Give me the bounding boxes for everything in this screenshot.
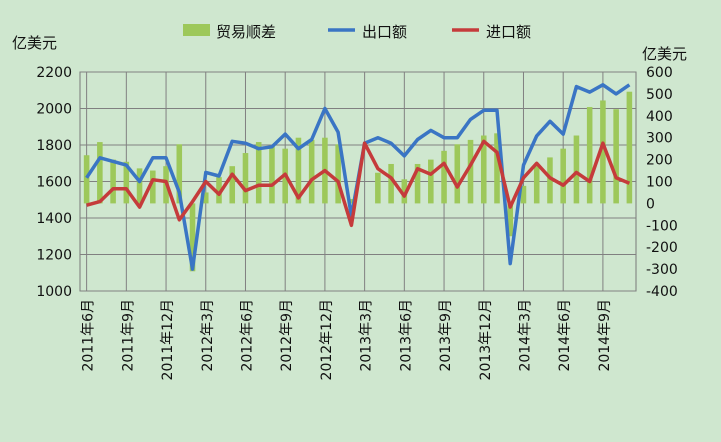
bar-trade-surplus — [573, 135, 580, 204]
x-tick-label: 2014年9月 — [597, 299, 613, 372]
bar-trade-surplus — [600, 100, 606, 204]
x-tick-label: 2014年3月 — [517, 299, 533, 372]
bar-trade-surplus — [229, 166, 236, 204]
bar-trade-surplus — [255, 142, 262, 204]
x-tick-label: 2014年6月 — [557, 299, 573, 372]
bar-trade-surplus — [441, 150, 447, 204]
legend-trade-surplus-swatch — [183, 24, 210, 36]
bar-trade-surplus — [202, 192, 209, 204]
bar-trade-surplus — [533, 166, 540, 204]
bar-trade-surplus — [176, 144, 183, 204]
lines-layer — [85, 83, 631, 271]
right-tick-label: 600 — [646, 65, 673, 81]
bar-trade-surplus — [242, 153, 249, 204]
bar-trade-surplus — [454, 144, 461, 204]
axes-layer: 1000120014001600180020002200-400-300-200… — [36, 65, 677, 380]
right-tick-label: -300 — [646, 262, 678, 278]
bar-trade-surplus — [414, 163, 421, 204]
right-tick-label: 200 — [646, 153, 673, 169]
bar-trade-surplus — [560, 148, 566, 204]
x-tick-label: 2012年3月 — [200, 299, 216, 372]
left-tick-label: 1400 — [36, 211, 72, 227]
bar-trade-surplus — [375, 172, 381, 204]
right-tick-label: -400 — [646, 284, 678, 300]
x-tick-label: 2013年12月 — [478, 299, 494, 380]
bar-trade-surplus — [401, 179, 408, 204]
left-tick-label: 1000 — [36, 284, 72, 300]
bar-trade-surplus — [97, 142, 103, 204]
legend-trade-surplus-label: 贸易顺差 — [216, 23, 276, 41]
bar-trade-surplus — [136, 168, 143, 204]
bar-trade-surplus — [547, 157, 553, 204]
x-tick-label: 2012年6月 — [239, 299, 255, 372]
right-tick-label: 0 — [646, 196, 655, 212]
x-tick-label: 2013年6月 — [398, 299, 414, 372]
left-tick-label: 2200 — [36, 65, 72, 81]
bar-trade-surplus — [388, 163, 394, 204]
legend: 贸易顺差 出口额 进口额 — [183, 23, 531, 41]
bar-trade-surplus — [216, 177, 222, 204]
left-tick-label: 1600 — [36, 175, 72, 191]
bar-trade-surplus — [507, 203, 514, 237]
bar-trade-surplus — [83, 155, 90, 204]
bar-trade-surplus — [123, 161, 130, 204]
bar-trade-surplus — [110, 159, 116, 204]
right-tick-label: 400 — [646, 109, 673, 125]
x-tick-label: 2011年9月 — [120, 299, 136, 372]
x-tick-label: 2012年9月 — [279, 299, 295, 372]
bar-trade-surplus — [467, 139, 474, 204]
x-tick-label: 2013年9月 — [438, 299, 454, 372]
right-tick-label: 500 — [646, 87, 673, 103]
left-tick-label: 2000 — [36, 102, 72, 118]
right-tick-label: 300 — [646, 131, 673, 147]
left-axis-unit: 亿美元 — [12, 34, 57, 52]
bar-trade-surplus — [428, 159, 434, 204]
x-tick-label: 2011年6月 — [81, 299, 97, 372]
bar-trade-surplus — [586, 107, 593, 204]
x-tick-label: 2013年3月 — [359, 299, 375, 372]
right-tick-label: -200 — [646, 240, 678, 256]
x-tick-label: 2012年12月 — [319, 299, 335, 380]
left-tick-label: 1200 — [36, 248, 72, 264]
right-axis-unit: 亿美元 — [642, 45, 687, 63]
bar-trade-surplus — [295, 137, 302, 204]
legend-import-label: 进口额 — [486, 23, 531, 41]
bar-trade-surplus — [613, 109, 619, 204]
bar-trade-surplus — [348, 199, 355, 204]
right-tick-label: 100 — [646, 175, 673, 191]
bar-trade-surplus — [494, 133, 500, 204]
line-import — [86, 139, 631, 228]
bar-trade-surplus — [308, 139, 315, 204]
x-tick-label: 2011年12月 — [160, 299, 176, 380]
bar-trade-surplus — [335, 144, 341, 204]
bar-trade-surplus — [520, 185, 527, 204]
left-tick-label: 1800 — [36, 138, 72, 154]
bar-trade-surplus — [269, 146, 275, 204]
bar-trade-surplus — [150, 170, 156, 204]
bar-trade-surplus — [189, 203, 196, 272]
legend-export-label: 出口额 — [362, 23, 407, 41]
right-tick-label: -100 — [646, 218, 678, 234]
bar-trade-surplus — [626, 91, 633, 204]
bar-trade-surplus — [480, 135, 487, 204]
